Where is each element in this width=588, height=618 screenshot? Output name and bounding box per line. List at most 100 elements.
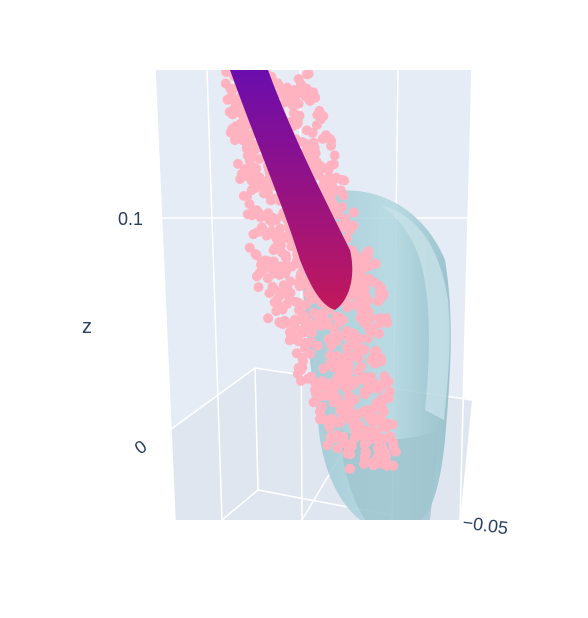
scatter-point <box>359 459 369 469</box>
scatter-point <box>296 365 306 375</box>
scatter-point <box>346 381 356 391</box>
scatter-point <box>221 67 231 77</box>
scatter-point <box>339 190 349 200</box>
scatter-point <box>252 250 262 260</box>
scatter-point <box>302 125 312 135</box>
scatter-point <box>355 334 365 344</box>
scatter-point <box>324 164 334 174</box>
scatter-point <box>384 393 394 403</box>
scatter-point <box>335 406 345 416</box>
scatter-point <box>294 74 304 84</box>
scatter-point <box>320 391 330 401</box>
scatter-point <box>223 95 233 105</box>
scatter-point <box>282 299 292 309</box>
scatter-point <box>358 282 368 292</box>
scatter-point <box>342 329 352 339</box>
scatter-point <box>335 433 345 443</box>
scatter-point <box>361 425 371 435</box>
scatter-point <box>369 278 379 288</box>
scatter-point <box>292 348 302 358</box>
scatter-point <box>272 235 282 245</box>
scatter-point <box>239 191 249 201</box>
scatter-point <box>290 315 300 325</box>
z-axis-title: z <box>82 316 92 338</box>
scatter-point <box>325 423 335 433</box>
scatter-point <box>242 140 252 150</box>
scatter-point <box>247 210 257 220</box>
scatter-point <box>283 233 293 243</box>
scatter-point <box>349 421 359 431</box>
scatter-point <box>269 245 279 255</box>
scatter-point <box>335 317 345 327</box>
scatter-point <box>374 329 384 339</box>
scatter-point <box>261 230 271 240</box>
scatter-point <box>282 261 292 271</box>
scatter-point <box>361 446 371 456</box>
scatter-point <box>388 461 398 471</box>
scatter-point <box>254 282 264 292</box>
scatter-point <box>345 449 355 459</box>
scatter-point <box>300 343 310 353</box>
scatter-point <box>349 208 359 218</box>
scatter-point <box>285 276 295 286</box>
scatter-point <box>330 151 340 161</box>
scatter-point <box>318 312 328 322</box>
scatter-point <box>361 372 371 382</box>
scatter-point <box>333 373 343 383</box>
scatter-point <box>318 414 328 424</box>
z-tick-label: 0.1 <box>118 209 143 229</box>
scatter-point <box>270 264 280 274</box>
scatter-point <box>294 99 304 109</box>
scatter-point <box>324 334 334 344</box>
scatter-point <box>385 431 395 441</box>
scatter-point <box>344 391 354 401</box>
scatter-point <box>241 171 251 181</box>
scatter-point <box>343 440 353 450</box>
scatter-point <box>315 161 325 171</box>
scatter-point <box>349 290 359 300</box>
scatter-point <box>357 300 367 310</box>
scatter-point <box>379 407 389 417</box>
scatter-point <box>271 306 281 316</box>
scatter-point <box>312 110 322 120</box>
scatter-point <box>251 164 261 174</box>
scatter-point <box>352 257 362 267</box>
scatter-point <box>363 406 373 416</box>
scatter-point <box>332 334 342 344</box>
scatter-point <box>269 284 279 294</box>
scatter-point <box>376 357 386 367</box>
scatter-point <box>299 327 309 337</box>
scatter-point <box>292 335 302 345</box>
scatter-point <box>304 69 314 79</box>
scatter-point <box>310 143 320 153</box>
scatter-point <box>306 372 316 382</box>
scatter-point <box>343 351 353 361</box>
scatter-point <box>289 85 299 95</box>
scatter-point <box>225 84 235 94</box>
scatter-point <box>263 208 273 218</box>
scatter-point <box>365 382 375 392</box>
scatter-point <box>345 464 355 474</box>
scatter-point <box>281 251 291 261</box>
scatter-point <box>263 313 273 323</box>
scatter-point <box>305 96 315 106</box>
scatter-point <box>371 259 381 269</box>
scatter-point <box>384 377 394 387</box>
scatter-point <box>233 159 243 169</box>
scatter-point <box>378 289 388 299</box>
scatter-point <box>319 382 329 392</box>
x-tick-label: −0.05 <box>461 512 509 538</box>
scatter-point <box>228 124 238 134</box>
scatter-point <box>255 268 265 278</box>
scatter-point <box>333 443 343 453</box>
scatter-point <box>266 196 276 206</box>
z-tick-label: 0 <box>131 436 151 458</box>
scatter-point <box>333 417 343 427</box>
scatter-point <box>361 250 371 260</box>
scatter-point <box>342 222 352 232</box>
scatter-point <box>333 355 343 365</box>
scatter-point <box>253 227 263 237</box>
scatter-point <box>342 302 352 312</box>
scatter-point <box>362 437 372 447</box>
